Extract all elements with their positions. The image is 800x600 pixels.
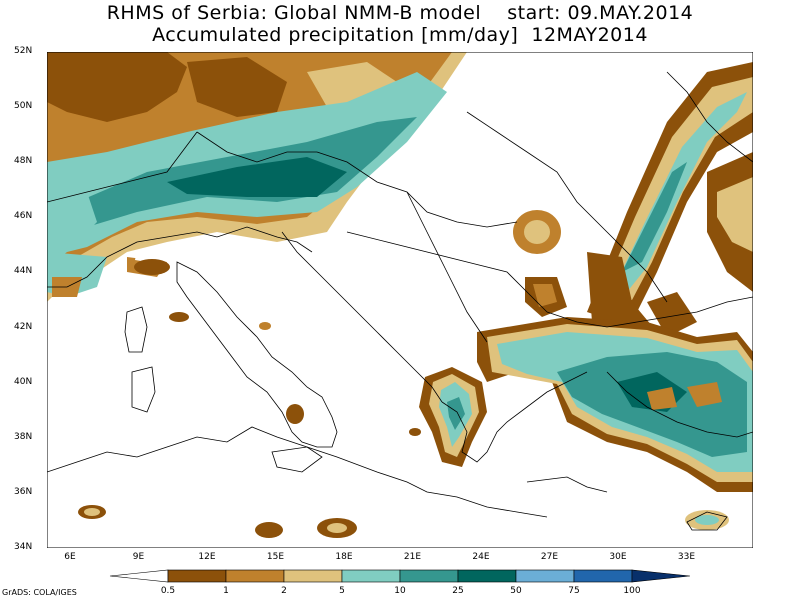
longitude-label: 15E <box>266 552 285 562</box>
map-title: RHMS of Serbia: Global NMM-B model start… <box>106 2 694 24</box>
colorbar-swatch <box>341 569 401 583</box>
latitude-label: 52N <box>14 46 33 56</box>
credit-text: GrADS: COLA/IGES <box>2 588 77 597</box>
longitude-label: 9E <box>132 552 145 562</box>
colorbar-level-label: 25 <box>452 586 464 596</box>
colorbar-swatch <box>457 569 517 583</box>
precipitation-map <box>46 51 754 549</box>
latitude-label: 36N <box>14 486 33 497</box>
colorbar-level-label: 75 <box>568 586 580 596</box>
colorbar-swatch <box>283 569 343 583</box>
latitude-label: 40N <box>14 376 33 387</box>
latitude-label: 46N <box>14 211 33 222</box>
latitude-label: 42N <box>14 321 33 332</box>
colorbar-level-label: 0.5 <box>160 586 176 596</box>
colorbar-swatch <box>399 569 459 583</box>
map-canvas <box>46 51 754 549</box>
longitude-label: 12E <box>198 552 216 562</box>
colorbar-level-label: 2 <box>281 586 287 596</box>
latitude-label: 48N <box>14 156 33 167</box>
longitude-label: 24E <box>472 552 490 562</box>
longitude-label: 27E <box>540 552 559 562</box>
colorbar-level-label: 10 <box>394 586 406 596</box>
precip-field-southeast <box>419 317 753 492</box>
colorbar-level-label: 50 <box>510 586 522 596</box>
longitude-label: 18E <box>335 552 353 562</box>
longitude-label: 30E <box>609 552 627 562</box>
longitude-label: 33E <box>677 552 696 562</box>
longitude-label: 6E <box>64 552 76 562</box>
colorbar-swatch <box>225 569 285 583</box>
coastlines-borders <box>46 71 754 531</box>
colorbar-swatch <box>167 569 227 583</box>
colorbar-swatch <box>109 569 169 583</box>
colorbar-level-label: 1 <box>223 586 229 596</box>
colorbar-level-label: 5 <box>339 586 345 596</box>
precip-cells-scattered <box>78 210 729 538</box>
map-subtitle: Accumulated precipitation [mm/day] 12MAY… <box>152 24 648 46</box>
colorbar <box>109 569 691 583</box>
colorbar-swatch <box>631 569 691 583</box>
colorbar-level-label: 100 <box>623 586 641 596</box>
latitude-label: 34N <box>14 542 33 552</box>
latitude-label: 38N <box>14 431 33 442</box>
colorbar-swatch <box>573 569 633 583</box>
latitude-label: 50N <box>14 101 33 112</box>
longitude-label: 21E <box>403 552 422 562</box>
latitude-label: 44N <box>14 266 33 277</box>
colorbar-swatch <box>515 569 575 583</box>
